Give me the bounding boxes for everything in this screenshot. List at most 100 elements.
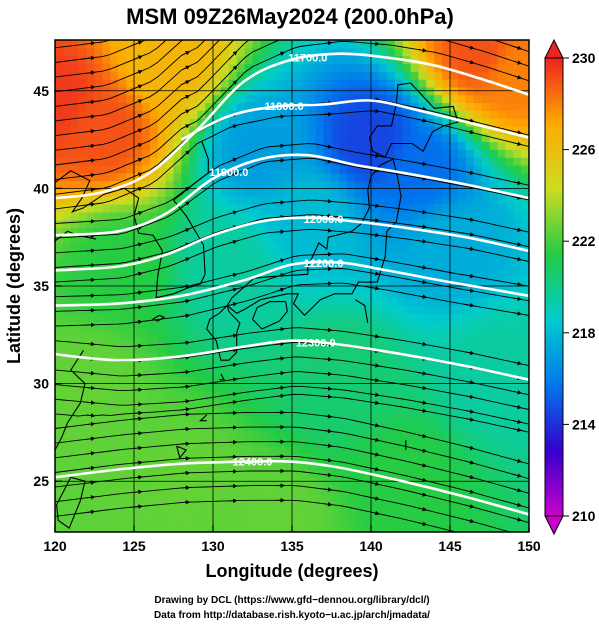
heatmap-cell — [505, 94, 514, 104]
heatmap-cell — [418, 524, 427, 532]
heatmap-cell — [205, 196, 214, 205]
heatmap-cell — [252, 118, 261, 127]
heatmap-cell — [339, 422, 348, 432]
heatmap-cell — [284, 94, 293, 104]
heatmap-cell — [315, 71, 325, 80]
heatmap-cell — [141, 133, 151, 143]
heatmap-cell — [134, 446, 143, 455]
heatmap-cell — [94, 508, 103, 517]
heatmap-cell — [94, 414, 103, 424]
heatmap-cell — [189, 274, 198, 283]
heatmap-cell — [371, 274, 380, 283]
wind-arrow — [228, 172, 238, 177]
heatmap-cell — [394, 492, 404, 502]
heatmap-cell — [205, 360, 214, 369]
colorbar-tick-label: 230 — [572, 50, 596, 66]
heatmap-cell — [197, 492, 206, 502]
heatmap-cell — [497, 172, 506, 182]
heatmap-cell — [157, 414, 167, 424]
heatmap-cell — [315, 211, 325, 221]
heatmap-cell — [450, 469, 459, 478]
heatmap-cell — [252, 266, 261, 275]
heatmap-cell — [323, 227, 333, 236]
heatmap-cell — [402, 375, 412, 385]
wind-arrow — [513, 419, 522, 424]
heatmap-cell — [189, 508, 198, 517]
heatmap-cell — [134, 375, 143, 385]
heatmap-cell — [110, 110, 119, 119]
heatmap-cell — [378, 297, 388, 307]
heatmap-cell — [292, 313, 301, 322]
heatmap-cell — [363, 274, 372, 283]
heatmap-cell — [94, 422, 103, 432]
heatmap-cell — [62, 469, 72, 478]
heatmap-cell — [513, 305, 522, 314]
colorbar-tick-label: 214 — [572, 416, 596, 432]
heatmap-cell — [260, 368, 269, 377]
heatmap-cell — [189, 391, 198, 400]
heatmap-cell — [189, 516, 198, 525]
wind-arrow — [418, 239, 428, 244]
heatmap-cell — [165, 141, 175, 150]
heatmap-cell — [260, 188, 269, 197]
heatmap-cell — [481, 430, 491, 439]
heatmap-cell — [465, 258, 475, 268]
heatmap-cell — [228, 492, 238, 502]
heatmap-cell — [434, 125, 443, 135]
heatmap-cell — [118, 219, 127, 229]
heatmap-cell — [236, 305, 246, 314]
heatmap-cell — [118, 63, 127, 72]
heatmap-cell — [86, 40, 96, 49]
heatmap-cell — [505, 235, 514, 244]
heatmap-cell — [481, 305, 491, 314]
heatmap-cell — [394, 79, 404, 88]
heatmap-cell — [118, 305, 127, 314]
heatmap-cell — [465, 422, 475, 432]
heatmap-cell — [213, 219, 222, 229]
wind-arrow — [323, 394, 333, 399]
heatmap-cell — [489, 94, 498, 104]
heatmap-cell — [521, 438, 529, 447]
heatmap-cell — [331, 383, 340, 393]
heatmap-cell — [181, 492, 190, 502]
heatmap-cell — [331, 235, 340, 244]
heatmap-cell — [110, 266, 119, 275]
heatmap-cell — [434, 180, 443, 189]
heatmap-cell — [521, 344, 529, 353]
heatmap-cell — [102, 422, 111, 432]
heatmap-cell — [252, 492, 261, 502]
heatmap-cell — [347, 196, 356, 205]
heatmap-cell — [481, 235, 491, 244]
wind-arrow — [465, 232, 475, 237]
heatmap-cell — [292, 71, 301, 80]
wind-arrow — [513, 195, 522, 200]
height-contour-line — [55, 260, 529, 307]
heatmap-cell — [149, 180, 159, 189]
heatmap-cell — [307, 313, 317, 322]
heatmap-cell — [331, 485, 340, 494]
heatmap-cell — [268, 94, 277, 104]
heatmap-cell — [481, 79, 491, 88]
heatmap-cell — [220, 446, 230, 455]
heatmap-cell — [228, 430, 238, 439]
heatmap-cell — [220, 235, 230, 244]
heatmap-cell — [94, 391, 103, 400]
heatmap-cell — [497, 63, 506, 72]
heatmap-cell — [347, 399, 356, 408]
heatmap-cell — [110, 211, 119, 221]
heatmap-cell — [331, 422, 340, 432]
heatmap-cell — [418, 180, 427, 189]
heatmap-cell — [173, 125, 182, 135]
heatmap-cell — [110, 375, 119, 385]
heatmap-cell — [189, 414, 198, 424]
heatmap-cell — [418, 422, 427, 432]
heatmap-cell — [260, 391, 269, 400]
heatmap-cell — [260, 516, 269, 525]
heatmap-cell — [418, 274, 427, 283]
heatmap-cell — [78, 164, 88, 174]
heatmap-cell — [363, 524, 372, 532]
heatmap-cell — [149, 469, 159, 478]
heatmap-cell — [173, 344, 182, 353]
heatmap-cell — [236, 180, 246, 189]
heatmap-cell — [126, 250, 135, 260]
